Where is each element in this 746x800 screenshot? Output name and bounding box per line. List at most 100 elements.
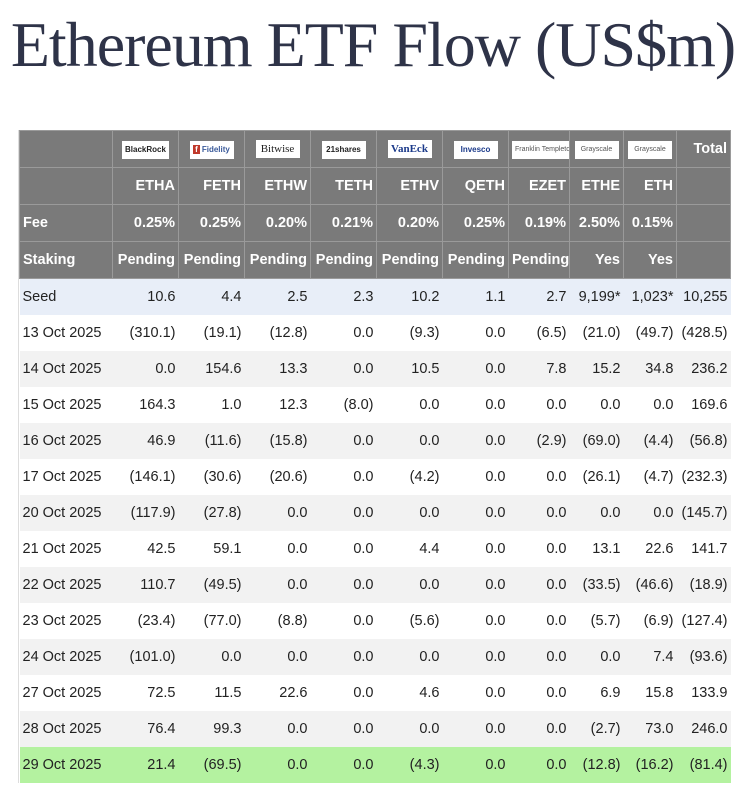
flow-value: 0.0 <box>508 603 570 639</box>
row-total: (81.4) <box>676 747 731 783</box>
issuer-name: Grayscale <box>580 146 613 153</box>
flow-value: (4.4) <box>623 423 677 459</box>
issuer-name: Franklin Templeton <box>515 146 570 153</box>
flow-value: 2.7 <box>508 278 570 315</box>
fee-cell: 0.19% <box>508 204 570 242</box>
flow-value: 1.0 <box>178 387 245 423</box>
ticker-row: ETHA FETH ETHW TETH ETHV QETH EZET ETHE ETH <box>19 167 731 205</box>
issuer-logo-cell: VanEck <box>376 130 443 168</box>
flow-row: 16 Oct 2025 46.9 (11.6) (15.8) 0.0 0.0 0.0 (2.9… <box>19 423 731 459</box>
row-total: 10,255 <box>676 278 731 315</box>
issuer-logo-cell: Grayscale <box>569 130 624 168</box>
fee-cell: 0.15% <box>623 204 677 242</box>
staking-cell: Pending <box>310 241 377 279</box>
flow-value: 6.9 <box>569 675 624 711</box>
flow-value: 72.5 <box>112 675 179 711</box>
flow-value: 0.0 <box>244 567 311 603</box>
flow-value: 0.0 <box>244 711 311 747</box>
flow-value: 0.0 <box>623 495 677 531</box>
flow-value: 0.0 <box>442 315 509 351</box>
flow-value: 0.0 <box>569 639 624 675</box>
issuer-logo-cell: f Fidelity <box>178 130 245 168</box>
flow-value: (49.5) <box>178 567 245 603</box>
row-date: 20 Oct 2025 <box>19 495 113 531</box>
row-date: Seed <box>19 278 113 315</box>
staking-cell: Pending <box>244 241 311 279</box>
row-date: 28 Oct 2025 <box>19 711 113 747</box>
flow-value: 0.0 <box>310 747 377 783</box>
staking-row: Staking Pending Pending Pending Pending Pendi… <box>19 241 731 279</box>
flow-value: 0.0 <box>376 567 443 603</box>
issuer-logo-cell: 21shares <box>310 130 377 168</box>
row-date: 13 Oct 2025 <box>19 315 113 351</box>
flow-value: (21.0) <box>569 315 624 351</box>
flow-row: 21 Oct 2025 42.5 59.1 0.0 0.0 4.4 0.0 0.0 13.1 22… <box>19 531 731 567</box>
issuer-logo-cell: Grayscale <box>623 130 677 168</box>
flow-value: (26.1) <box>569 459 624 495</box>
flow-value: 0.0 <box>442 747 509 783</box>
flow-value: (19.1) <box>178 315 245 351</box>
flow-value: 59.1 <box>178 531 245 567</box>
flow-value: 0.0 <box>310 675 377 711</box>
row-total: (428.5) <box>676 315 731 351</box>
row-total: 246.0 <box>676 711 731 747</box>
staking-cell: Pending <box>178 241 245 279</box>
flow-value: (8.8) <box>244 603 311 639</box>
flow-value: 4.4 <box>376 531 443 567</box>
flow-value: 0.0 <box>310 459 377 495</box>
fee-cell: 0.25% <box>442 204 509 242</box>
flow-value: 164.3 <box>112 387 179 423</box>
flow-value: (49.7) <box>623 315 677 351</box>
flow-value: 0.0 <box>508 639 570 675</box>
flow-value: 10.6 <box>112 278 179 315</box>
ticker-cell: FETH <box>178 167 245 205</box>
staking-cell: Pending <box>112 241 179 279</box>
flow-value: 0.0 <box>376 423 443 459</box>
flow-value: 0.0 <box>442 423 509 459</box>
flow-value: 2.5 <box>244 278 311 315</box>
total-header: Total <box>676 130 731 168</box>
flow-value: 1.1 <box>442 278 509 315</box>
flow-value: 0.0 <box>310 351 377 387</box>
flow-value: (9.3) <box>376 315 443 351</box>
flow-value: 0.0 <box>244 495 311 531</box>
row-date: 22 Oct 2025 <box>19 567 113 603</box>
header-logo-row: BlackRock f Fidelity Bitwise 21shares VanEck I… <box>19 130 731 168</box>
row-total: (18.9) <box>676 567 731 603</box>
fee-row: Fee 0.25% 0.25% 0.20% 0.21% 0.20% 0.25% 0.19% 2.… <box>19 204 731 242</box>
flow-value: 0.0 <box>442 495 509 531</box>
flow-value: 0.0 <box>442 603 509 639</box>
ticker-cell: EZET <box>508 167 570 205</box>
flow-value: (117.9) <box>112 495 179 531</box>
flow-value: 1,023* <box>623 278 677 315</box>
flow-value: 4.4 <box>178 278 245 315</box>
flow-value: 110.7 <box>112 567 179 603</box>
flow-value: 0.0 <box>508 675 570 711</box>
flow-value: (2.9) <box>508 423 570 459</box>
fee-cell: 0.20% <box>376 204 443 242</box>
ticker-cell: ETHV <box>376 167 443 205</box>
flow-value: (4.2) <box>376 459 443 495</box>
flow-value: 0.0 <box>310 711 377 747</box>
issuer-logo-cell: Bitwise <box>244 130 311 168</box>
fee-total-cell <box>676 204 731 242</box>
issuer-logo-cell: Invesco <box>442 130 509 168</box>
flow-value: (15.8) <box>244 423 311 459</box>
flow-value: (5.7) <box>569 603 624 639</box>
row-total: (127.4) <box>676 603 731 639</box>
flow-value: 0.0 <box>244 639 311 675</box>
flow-row: 24 Oct 2025 (101.0) 0.0 0.0 0.0 0.0 0.0 0.0 0.0 7… <box>19 639 731 675</box>
row-date: 17 Oct 2025 <box>19 459 113 495</box>
flow-value: 0.0 <box>244 747 311 783</box>
row-total: (232.3) <box>676 459 731 495</box>
flow-value: (33.5) <box>569 567 624 603</box>
fee-cell: 0.20% <box>244 204 311 242</box>
flow-value: (6.9) <box>623 603 677 639</box>
flow-value: (69.0) <box>569 423 624 459</box>
row-date: 15 Oct 2025 <box>19 387 113 423</box>
flow-value: 10.5 <box>376 351 443 387</box>
flow-value: 76.4 <box>112 711 179 747</box>
fidelity-mark-icon: f <box>193 144 200 154</box>
issuer-name: Invesco <box>460 144 491 154</box>
issuer-logo: BlackRock <box>122 140 169 159</box>
